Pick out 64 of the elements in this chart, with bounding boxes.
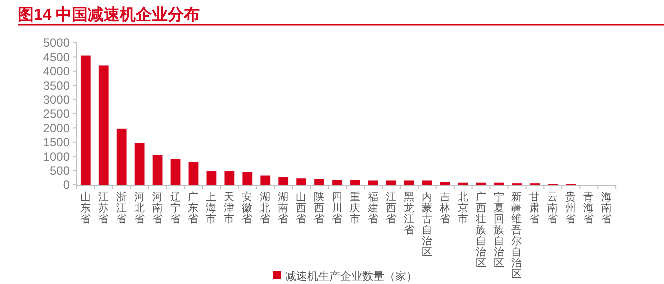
x-tick-label: 广西壮族自治区 <box>474 190 487 270</box>
bar <box>404 180 414 185</box>
x-tick-label: 宁夏回族自治区 <box>494 190 505 270</box>
x-tick-label: 四川省 <box>332 191 344 226</box>
x-tick-label: 重庆市 <box>350 190 361 226</box>
x-tick-label: 湖南省 <box>278 191 290 226</box>
y-tick-label: 3000 <box>43 93 70 107</box>
y-tick-label: 5000 <box>43 36 70 50</box>
y-tick-label: 2000 <box>43 121 70 136</box>
x-tick-label: 广东省 <box>188 190 200 226</box>
x-tick-label: 吉林省 <box>438 190 451 226</box>
bar <box>350 180 360 185</box>
bar <box>278 177 289 185</box>
bar <box>116 128 127 185</box>
bar <box>134 143 145 185</box>
x-tick-label: 安徽省 <box>242 190 254 226</box>
chart-title: 图14 中国减速机企业分布 <box>18 6 200 24</box>
x-tick-label: 江苏省 <box>98 191 110 226</box>
x-tick-label: 江西省 <box>386 191 397 226</box>
bar <box>314 179 324 185</box>
x-tick-label: 河南省 <box>152 191 164 226</box>
x-tick-label: 天津市 <box>224 191 236 226</box>
bar <box>296 178 307 185</box>
y-tick-label: 2500 <box>43 107 70 122</box>
x-tick-label: 山东省 <box>80 190 92 226</box>
bar <box>80 56 91 185</box>
bar <box>98 66 109 185</box>
bar <box>440 182 450 185</box>
y-tick-label: 4000 <box>43 64 70 79</box>
x-tick-label: 山西省 <box>296 190 308 226</box>
x-tick-label: 河北省 <box>134 191 146 226</box>
x-tick-label: 浙江省 <box>116 190 128 226</box>
x-tick-label: 甘肃省 <box>530 190 541 226</box>
x-tick-label: 上海市 <box>206 190 218 226</box>
bar <box>152 155 163 185</box>
bar <box>224 172 235 185</box>
x-tick-label: 新疆维吾尔自治区 <box>512 190 523 281</box>
bar <box>260 176 271 185</box>
y-tick-label: 500 <box>50 164 70 178</box>
bar <box>368 180 378 185</box>
x-tick-label: 福建省 <box>366 190 379 226</box>
y-tick-label: 1500 <box>43 136 70 150</box>
x-tick-label: 贵州省 <box>566 190 577 226</box>
legend-label: 减速机生产企业数量（家） <box>286 270 418 283</box>
x-tick-label: 海南省 <box>602 191 613 226</box>
x-tick-label: 陕西省 <box>314 191 326 226</box>
bar <box>332 180 342 185</box>
bar <box>188 162 199 185</box>
bar <box>206 172 217 185</box>
y-tick-label: 1000 <box>43 150 70 164</box>
bar <box>170 159 181 185</box>
y-tick-label: 3500 <box>43 78 70 93</box>
x-tick-label: 辽宁省 <box>170 191 182 226</box>
y-tick-label: 4500 <box>43 50 70 64</box>
x-tick-label: 内蒙古自治区 <box>422 190 433 259</box>
x-tick-label: 青海省 <box>584 190 595 226</box>
bar <box>242 172 253 185</box>
y-tick-label: 0 <box>63 178 70 192</box>
x-tick-label: 云南省 <box>548 191 559 226</box>
x-tick-label: 北京市 <box>458 190 469 226</box>
bar <box>386 180 396 185</box>
x-tick-label: 湖北省 <box>260 191 272 226</box>
bar <box>422 180 432 185</box>
x-tick-label: 黑龙江省 <box>404 191 415 237</box>
